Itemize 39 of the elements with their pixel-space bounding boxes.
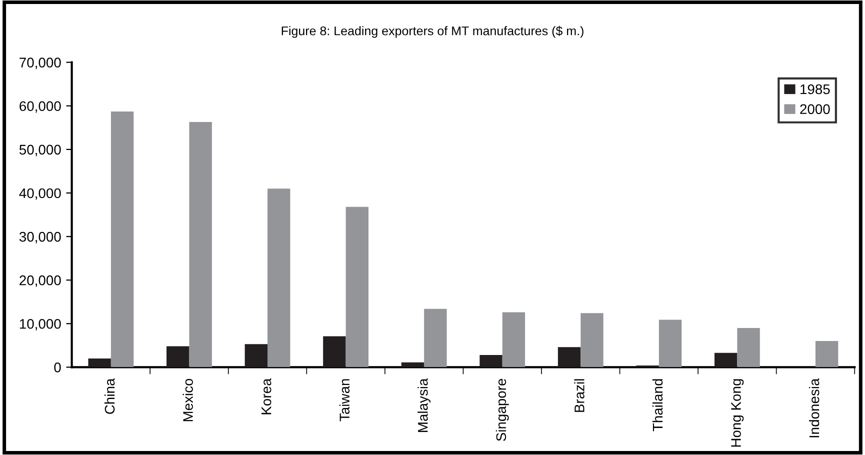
bar: [88, 358, 111, 368]
bar: [580, 313, 604, 368]
y-tick-label: 70,000: [20, 58, 61, 70]
bar: [737, 328, 760, 368]
legend-label: 2000: [800, 104, 830, 114]
bar: [424, 308, 447, 368]
bar: [558, 347, 581, 368]
y-tick-label: 20,000: [20, 275, 61, 287]
bar: [658, 320, 682, 368]
x-tick-label: China: [104, 378, 115, 414]
chart-title: Figure 8: Leading exporters of MT manufactures ($ m.): [282, 26, 584, 38]
y-tick-label: 0: [54, 362, 61, 372]
y-tick-label: 60,000: [20, 101, 61, 113]
bar: [244, 344, 268, 368]
x-tick-label: Taiwan: [339, 379, 350, 422]
y-tick-label: 50,000: [19, 144, 61, 156]
bar: [815, 341, 838, 368]
legend-label: 1985: [800, 84, 830, 94]
x-tick-label: Korea: [262, 378, 272, 414]
bar: [268, 188, 290, 368]
bar: [401, 362, 424, 368]
y-tick-label: 40,000: [19, 188, 61, 200]
x-tick-label: Indonesia: [809, 378, 820, 438]
x-tick-label: Brazil: [574, 379, 584, 412]
bar: [480, 354, 502, 368]
bar: [346, 206, 368, 368]
bar: [323, 336, 346, 368]
x-tick-label: Malaysia: [418, 378, 431, 432]
bar: [714, 352, 738, 368]
bar: [502, 312, 526, 368]
x-tick-label: Mexico: [182, 378, 193, 422]
bar: [189, 122, 212, 368]
y-tick-label: 30,000: [19, 232, 61, 244]
bar: [110, 112, 134, 368]
y-tick-label: 10,000: [20, 318, 61, 330]
bar: [166, 346, 190, 368]
x-tick-label: Singapore: [496, 378, 509, 441]
x-tick-label: Thailand: [652, 379, 663, 432]
x-tick-label: Hong Kong: [731, 379, 744, 447]
